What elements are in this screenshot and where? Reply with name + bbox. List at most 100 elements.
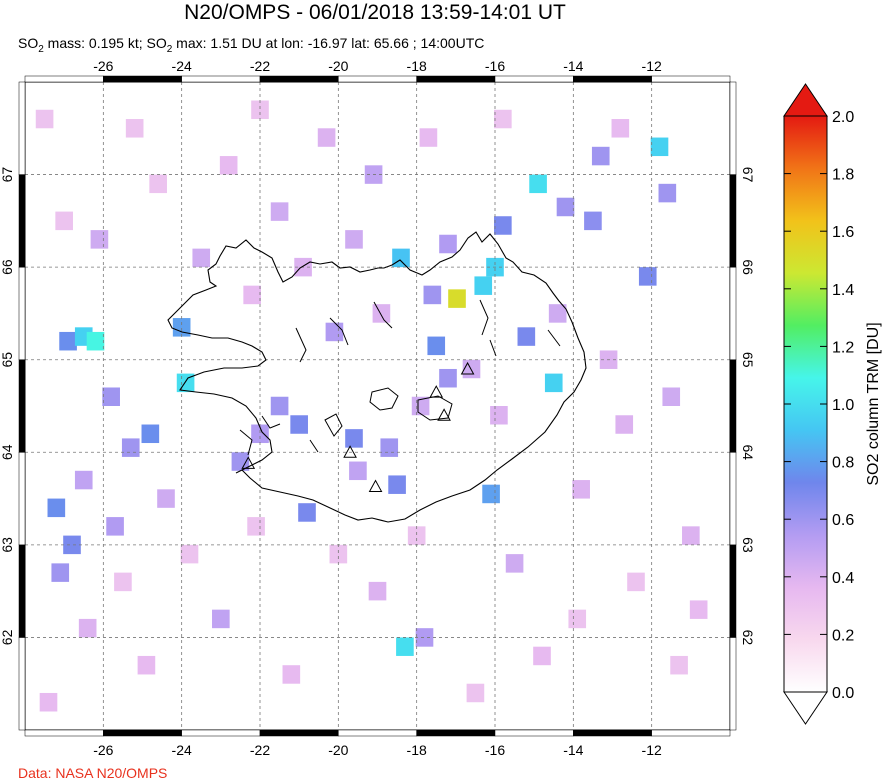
so2-cell bbox=[615, 415, 634, 434]
grid-lines bbox=[25, 82, 730, 730]
so2-cell bbox=[448, 289, 466, 308]
so2-cells-layer bbox=[35, 100, 708, 712]
so2-cell bbox=[494, 109, 512, 129]
axis-bar-top bbox=[259, 75, 339, 83]
colorbar-tick-label: 1.2 bbox=[832, 339, 854, 356]
x-tick-label-bottom: -22 bbox=[250, 742, 270, 758]
so2-cell bbox=[627, 572, 645, 592]
so2-cell bbox=[345, 429, 363, 448]
interior-glacier-outline-1 bbox=[369, 387, 399, 411]
so2-cell bbox=[591, 146, 610, 166]
so2-cell bbox=[533, 646, 551, 666]
so2-cell bbox=[682, 526, 700, 545]
so2-cell bbox=[63, 535, 81, 555]
so2-cell bbox=[325, 322, 344, 342]
colorbar-tick-label: 2.0 bbox=[832, 109, 854, 126]
colorbar-ticks: 0.0 0.2 0.4 0.6 0.8 1.0 1.2 1.4 1.6 1.8 2.0 bbox=[784, 109, 854, 702]
coastline-inlet-west bbox=[239, 415, 281, 456]
so2-cell bbox=[388, 475, 406, 494]
so2-cell bbox=[419, 128, 438, 147]
so2-cell bbox=[670, 655, 688, 675]
x-tick-label-top: -12 bbox=[642, 58, 662, 74]
so2-cell bbox=[572, 480, 590, 499]
x-tick-label-bottom: -18 bbox=[407, 742, 427, 758]
axis-bar-right bbox=[729, 266, 737, 360]
so2-cell bbox=[568, 609, 587, 629]
so2-cell bbox=[157, 489, 175, 508]
y-tick-label-left: 62 bbox=[0, 629, 15, 645]
colorbar-tick-label: 0.2 bbox=[832, 627, 854, 644]
axis-bar-left bbox=[18, 452, 26, 546]
axis-bar-left bbox=[18, 81, 26, 175]
so2-cell bbox=[47, 498, 66, 518]
so2-cell bbox=[439, 368, 457, 388]
axis-bar-left bbox=[18, 359, 26, 453]
colorbar-tick-label: 0.0 bbox=[832, 685, 854, 702]
axis-bar-bottom bbox=[181, 729, 261, 737]
volcano-marker bbox=[460, 361, 475, 375]
so2-cell bbox=[505, 554, 524, 573]
coastline-layer bbox=[167, 231, 587, 523]
y-tick-label-left: 67 bbox=[0, 167, 15, 183]
colorbar-tick-label: 1.0 bbox=[832, 397, 854, 414]
coastline-inlet-north bbox=[295, 301, 393, 363]
so2-cell bbox=[290, 415, 308, 434]
x-tick-label-bottom: -12 bbox=[642, 742, 662, 758]
so2-cell bbox=[411, 396, 430, 416]
y-tick-label-left: 64 bbox=[0, 444, 15, 460]
axis-bar-bottom bbox=[338, 729, 417, 737]
so2-cell bbox=[125, 119, 144, 138]
interior-lake-outline bbox=[309, 413, 343, 453]
subtitle-part-3: max: 1.51 DU at lon: -16.97 lat: 65.66 ;… bbox=[172, 35, 485, 51]
subtitle-subscript-1: 2 bbox=[38, 43, 44, 55]
so2-cell bbox=[689, 600, 708, 619]
so2-cell bbox=[544, 373, 563, 393]
axis-bar-bottom bbox=[651, 729, 731, 737]
axis-bar-top bbox=[181, 75, 261, 83]
axis-bar-right bbox=[729, 452, 737, 546]
axis-bar-top bbox=[494, 75, 574, 83]
colorbar-tick-label: 0.8 bbox=[832, 455, 854, 472]
chart-subtitle: SO2 mass: 0.195 kt; SO2 max: 1.51 DU at … bbox=[18, 35, 484, 55]
colorbar-label: SO2 column TRM [DU] bbox=[865, 322, 882, 485]
x-tick-label-bottom: -26 bbox=[93, 742, 113, 758]
axis-bar-left bbox=[18, 174, 26, 268]
so2-cell bbox=[231, 452, 250, 471]
so2-cell bbox=[474, 276, 493, 295]
so2-cell bbox=[392, 248, 410, 268]
so2-cell bbox=[658, 183, 677, 203]
x-tick-label-bottom: -14 bbox=[563, 742, 583, 758]
colorbar-min-extension bbox=[783, 691, 828, 725]
so2-cell bbox=[270, 396, 289, 416]
so2-cell bbox=[529, 174, 547, 194]
so2-cell bbox=[517, 327, 536, 346]
so2-cell bbox=[650, 137, 669, 157]
x-tick-label-top: -14 bbox=[563, 58, 583, 74]
so2-cell bbox=[494, 216, 512, 235]
axis-bar-right bbox=[729, 81, 737, 175]
axis-bar-top bbox=[103, 75, 182, 83]
volcano-marker bbox=[429, 385, 444, 398]
so2-cell bbox=[345, 230, 363, 249]
iceland-coastline bbox=[167, 231, 587, 523]
so2-cell bbox=[298, 503, 316, 522]
axis-bar-top bbox=[651, 75, 731, 83]
axis-bar-bottom bbox=[416, 729, 496, 737]
axis-bar-bottom bbox=[259, 729, 339, 737]
x-tick-label-top: -26 bbox=[93, 58, 113, 74]
tick-labels: -26 -26 -24 -24 -22 -22 -20 -20 -18 -18 -16 -16 -14 -… bbox=[0, 58, 756, 758]
chart-title: N20/OMPS - 06/01/2018 13:59-14:01 UT bbox=[184, 1, 566, 24]
colorbar-tick-label: 0.6 bbox=[832, 512, 854, 529]
so2-cell bbox=[212, 609, 230, 629]
colorbar-tick-label: 1.4 bbox=[832, 282, 854, 299]
y-tick-label-left: 65 bbox=[0, 352, 15, 368]
axis-bar-bottom bbox=[573, 729, 652, 737]
so2-cell bbox=[329, 544, 348, 564]
so2-cell bbox=[415, 628, 434, 647]
so2-cell bbox=[584, 211, 602, 231]
so2-cell bbox=[251, 424, 269, 444]
colorbar-tick-label: 1.6 bbox=[832, 224, 854, 241]
axis-bar-top bbox=[338, 75, 417, 83]
so2-cell bbox=[407, 526, 426, 545]
